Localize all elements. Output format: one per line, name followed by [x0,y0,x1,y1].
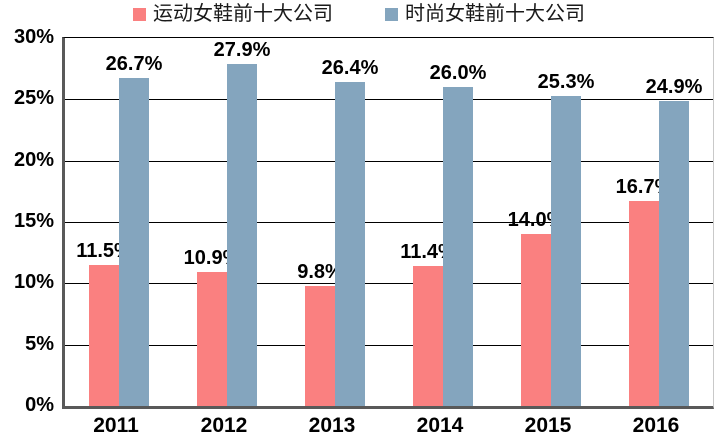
bar-group-2015: 14.0% 25.3% [497,38,605,406]
x-tick-label: 2013 [308,414,356,437]
x-axis: 2011 2012 2013 2014 2015 2016 [62,413,710,438]
bar-2012-series-0: 10.9% [184,248,240,406]
bar-group-2011: 11.5% 26.7% [65,38,173,406]
gridline [65,160,713,162]
gridline [65,222,713,223]
legend-item-0: 运动女鞋前十大公司 [133,4,333,24]
bar-value-label: 26.4% [321,57,379,80]
legend-label: 运动女鞋前十大公司 [153,3,333,25]
y-tick-label: 5% [25,332,54,355]
bar-value-label: 24.9% [645,75,703,98]
legend-swatch-icon [385,7,398,21]
bar-2013-series-1: 26.4% [322,58,378,406]
bar-group-2012: 10.9% 27.9% [173,38,281,406]
x-tick-label: 2011 [93,414,139,437]
bar-group-2013: 9.8% 26.4% [281,38,389,406]
x-tick-label: 2014 [416,414,464,437]
bar-value-label: 25.3% [537,70,595,93]
bar-value-label: 11.5% [76,239,132,262]
plot-area: 11.5% 26.7% 10.9% 27.9% 9.8% 26.4% 11.4% 26.0% 1… [62,37,714,409]
x-tick-label: 2016 [632,414,680,437]
y-tick-label: 15% [13,210,54,232]
y-tick-label: 30% [13,26,54,48]
bar-value-label: 26.0% [429,62,487,85]
bar-2015-series-1: 25.3% [538,72,594,406]
bar-2013-series-0: 9.8% [297,262,343,406]
bar-value-label: 10.9% [183,247,241,270]
bar-value-label: 27.9% [213,38,271,61]
chart-legend: 运动女鞋前十大公司 时尚女鞋前十大公司 [0,4,718,24]
bar-2011-series-0: 11.5% [76,241,132,406]
y-tick-label: 25% [13,87,54,110]
bar-value-label: 11.4% [400,241,456,264]
bar-2016-series-0: 16.7% [616,177,672,406]
y-axis: 30% 25% 20% 15% 10% 5% 0% [0,27,54,415]
gridline [65,99,713,101]
bar-2014-series-0: 11.4% [400,242,456,406]
gridline [65,344,713,346]
legend-item-1: 时尚女鞋前十大公司 [385,4,585,24]
bar-group-2016: 16.7% 24.9% [605,38,713,406]
bar-value-label: 16.7% [615,176,673,199]
legend-label: 时尚女鞋前十大公司 [405,3,585,25]
y-tick-label: 20% [13,148,54,171]
bar-2011-series-1: 26.7% [106,54,162,406]
bar-2016-series-1: 24.9% [646,77,702,406]
bar-2015-series-0: 14.0% [508,210,564,406]
bar-value-label: 9.8% [297,260,343,283]
bar-value-label: 26.7% [105,53,163,76]
y-tick-label: 0% [25,394,54,416]
bar-value-label: 14.0% [507,209,565,232]
bar-2012-series-1: 27.9% [214,40,270,406]
bar-group-2014: 11.4% 26.0% [389,38,497,406]
gridline [65,283,713,285]
y-tick-label: 10% [13,271,54,294]
bar-2014-series-1: 26.0% [430,63,486,406]
bar-groups: 11.5% 26.7% 10.9% 27.9% 9.8% 26.4% 11.4% 26.0% 1… [65,38,713,406]
x-tick-label: 2015 [524,414,572,437]
x-tick-label: 2012 [200,414,248,437]
legend-swatch-icon [133,7,146,21]
